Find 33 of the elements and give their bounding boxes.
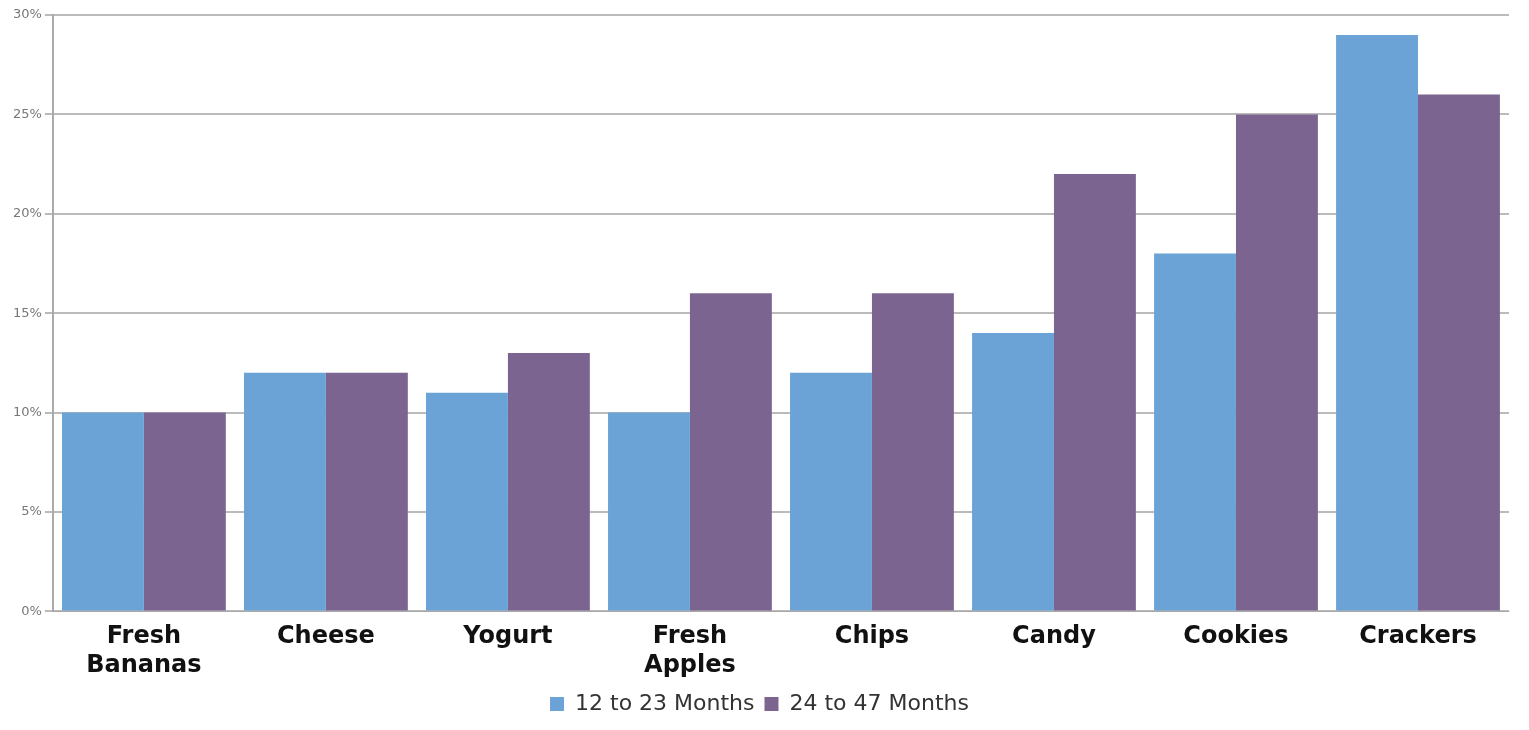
bar [1235, 114, 1318, 611]
y-tick-label: 25% [12, 105, 42, 121]
bar [325, 372, 408, 611]
bar [1336, 34, 1418, 611]
bar [426, 392, 508, 611]
bar [62, 412, 144, 611]
y-tick-label: 20% [12, 205, 42, 221]
bar [1417, 94, 1500, 611]
y-tick-label: 0% [21, 602, 42, 618]
legend-label: 24 to 47 Months [789, 689, 969, 715]
y-tick-label: 10% [12, 403, 42, 419]
x-tick-label: Candy [1012, 621, 1097, 650]
bar [244, 372, 326, 611]
legend-label: 12 to 23 Months [575, 689, 755, 715]
bar [1154, 253, 1236, 611]
x-tick-label: Cookies [1183, 621, 1289, 650]
x-tick-label: Fresh Apples [644, 621, 736, 678]
y-tick-label: 15% [12, 304, 42, 320]
bar [1053, 174, 1136, 611]
x-tick-label: Fresh Bananas [86, 621, 202, 678]
bar [972, 333, 1054, 611]
x-tick-label: Yogurt [462, 621, 553, 650]
x-tick-label: Cheese [277, 621, 375, 650]
bar [689, 293, 772, 611]
y-tick-label: 30% [12, 6, 42, 22]
bar [790, 372, 872, 611]
x-tick-label: Chips [834, 621, 910, 650]
y-tick-label: 5% [21, 503, 42, 519]
x-tick-label: Crackers [1359, 621, 1477, 650]
bar [507, 352, 590, 611]
bar [871, 293, 954, 611]
bar [608, 412, 690, 611]
bar [143, 412, 226, 611]
